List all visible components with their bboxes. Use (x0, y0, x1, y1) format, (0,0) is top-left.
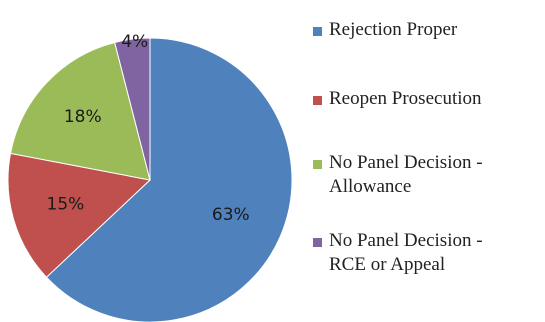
data-label-rejection-proper: 63% (212, 205, 250, 225)
legend-item-rejection-proper: Rejection Proper (313, 18, 541, 42)
legend-item-no-panel-decision-allowance: No Panel Decision - Allowance (313, 151, 541, 199)
pie-slices (7, 37, 293, 322)
data-label-no-panel-decision-rce-or-appeal: 4% (121, 32, 148, 52)
pie-slice-rejection-proper (45, 37, 293, 322)
legend-label: No Panel Decision - Allowance (329, 152, 483, 197)
legend-label: Reopen Prosecution (329, 88, 482, 109)
data-label-no-panel-decision-allowance: 18% (64, 107, 102, 127)
legend-label: No Panel Decision - RCE or Appeal (329, 230, 483, 275)
legend-swatch-no-panel-decision-allowance (313, 160, 322, 169)
pie-slice-reopen-prosecution (7, 152, 152, 278)
legend-swatch-rejection-proper (313, 27, 322, 36)
data-label-reopen-prosecution: 15% (47, 195, 85, 215)
legend-swatch-no-panel-decision-rce-or-appeal (313, 238, 322, 247)
legend-label: Rejection Proper (329, 19, 458, 40)
pie-slice-no-panel-decision-rce-or-appeal (114, 37, 151, 181)
pie-data-labels: 63% 15% 18% 4% (47, 32, 250, 225)
legend-item-reopen-prosecution: Reopen Prosecution (313, 87, 541, 111)
pie-slice-no-panel-decision-allowance (9, 41, 151, 181)
legend: Rejection Proper Reopen Prosecution No P… (313, 18, 541, 277)
legend-swatch-reopen-prosecution (313, 96, 322, 105)
legend-item-no-panel-decision-rce-or-appeal: No Panel Decision - RCE or Appeal (313, 229, 541, 277)
